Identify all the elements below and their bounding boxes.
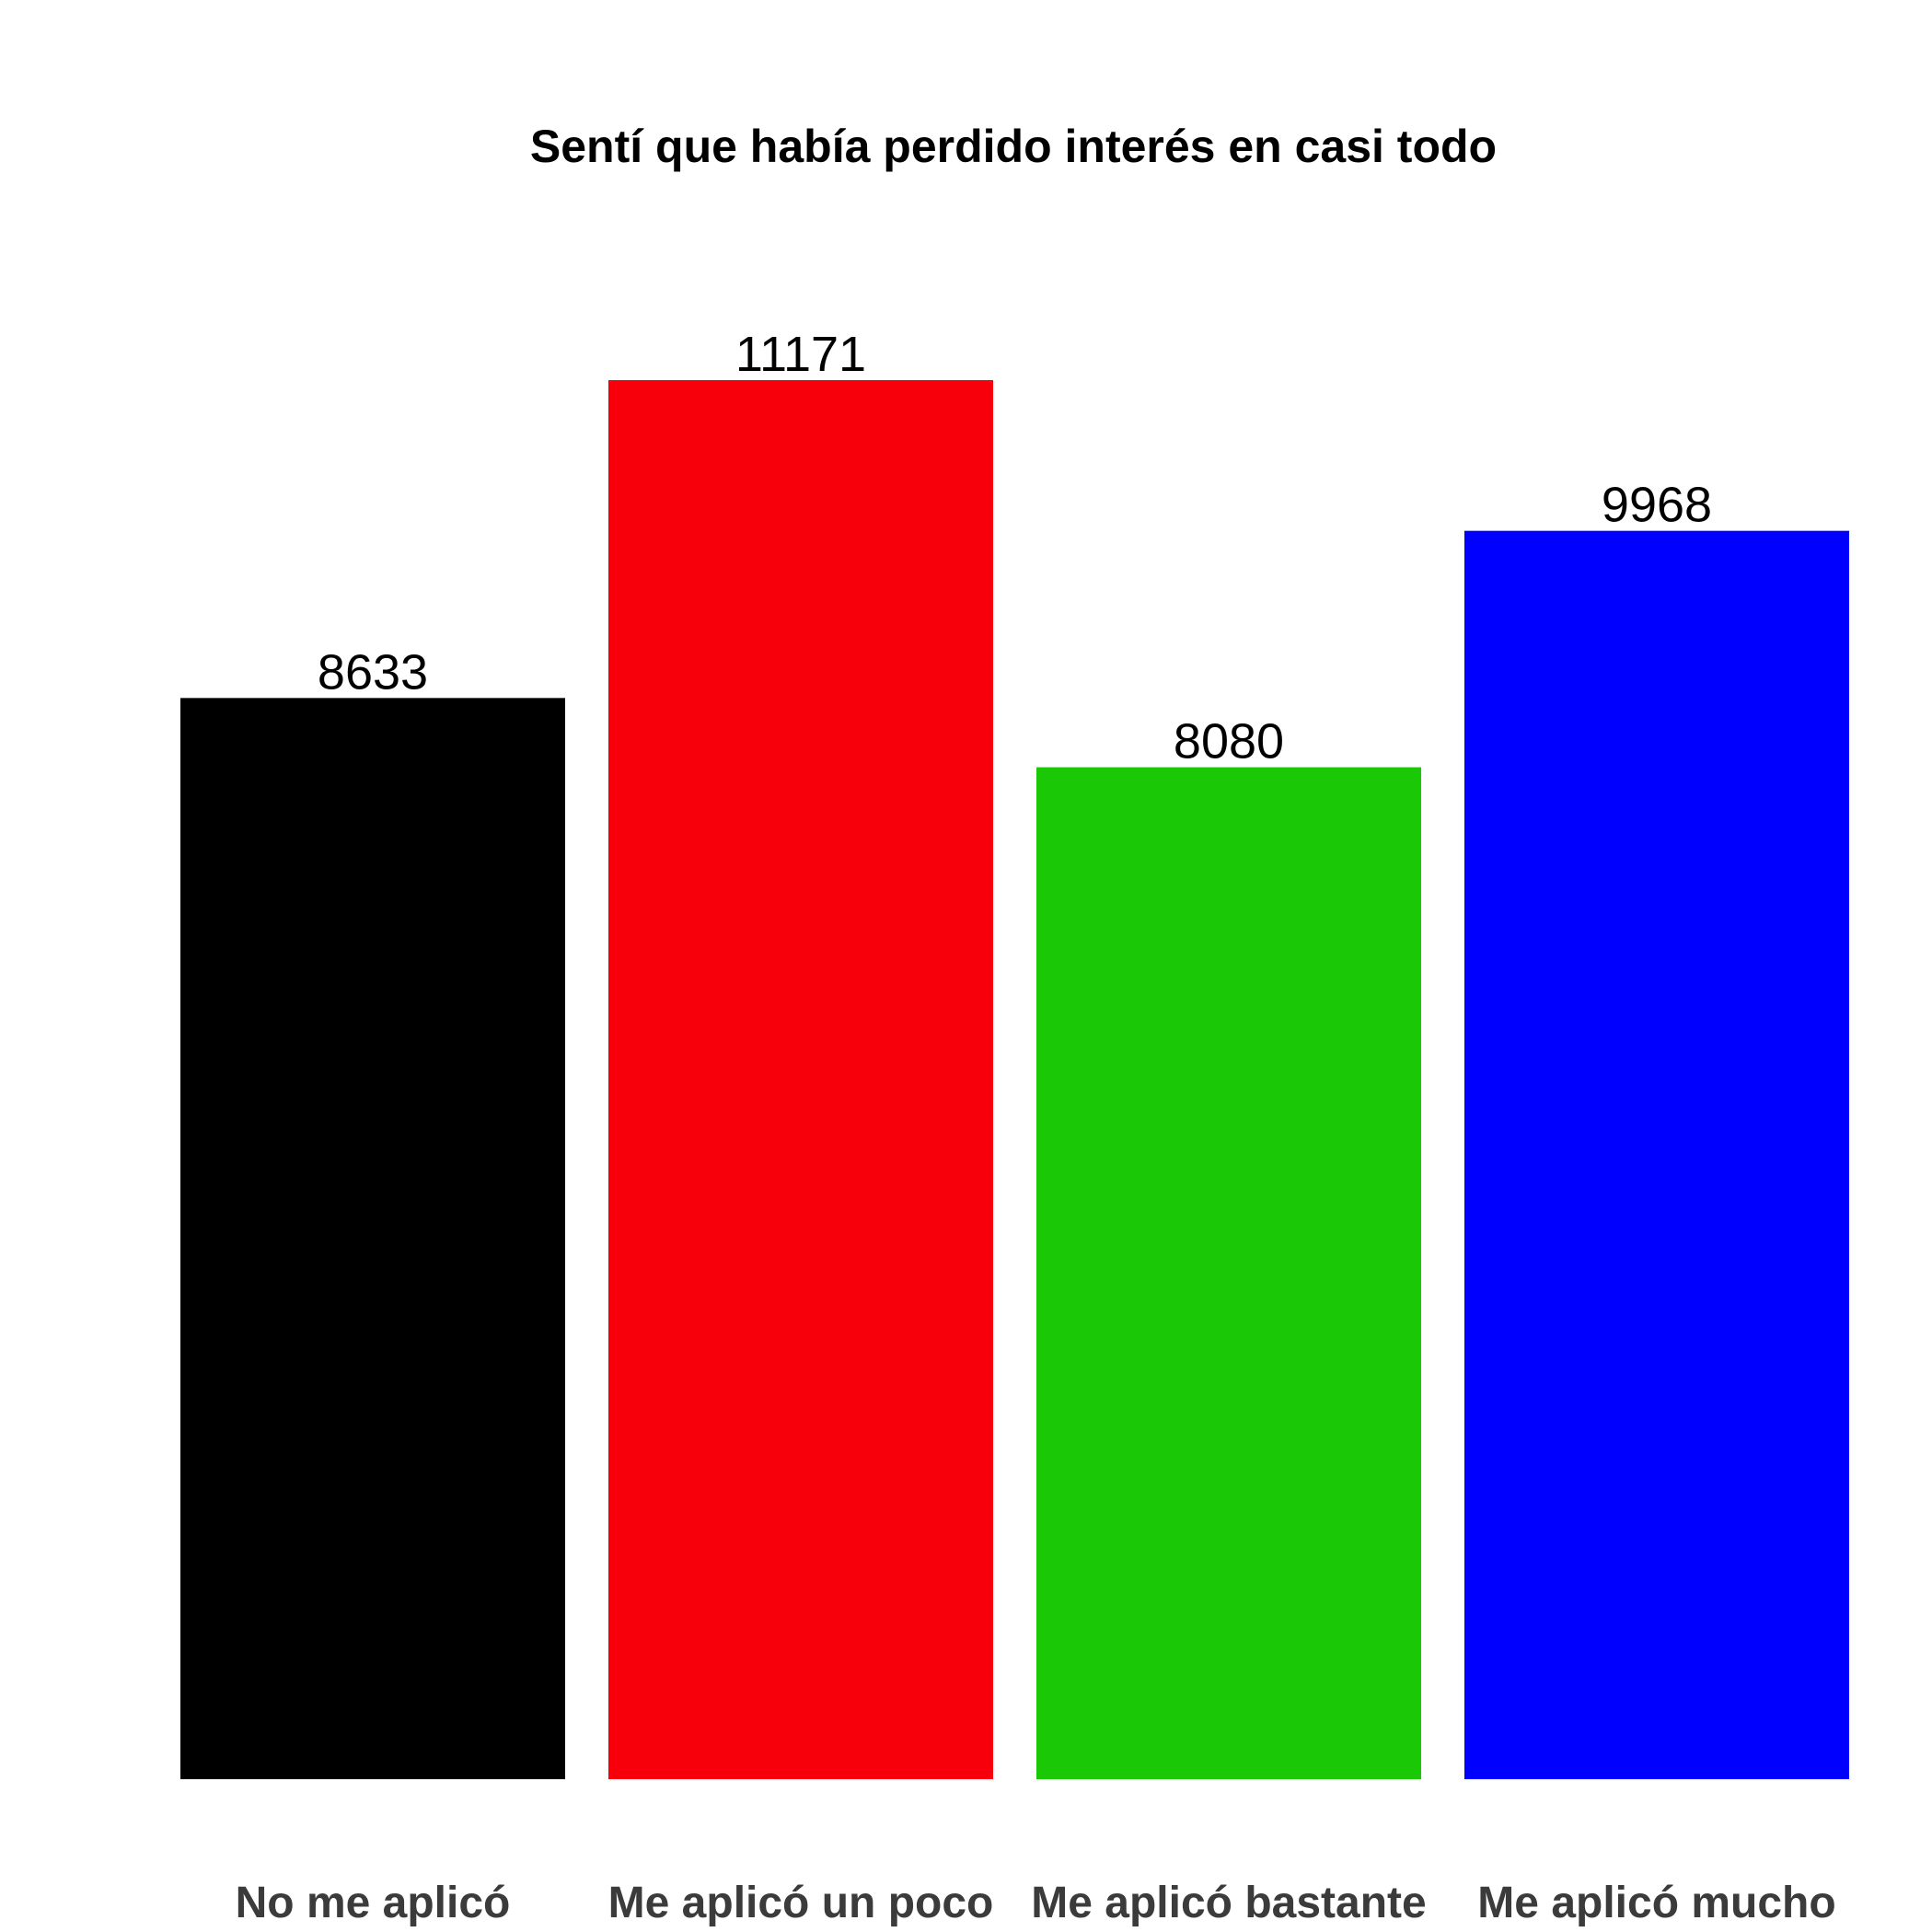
value-label: 8080 [1174,714,1284,769]
category-tick-label: Me aplicó mucho [1477,1879,1835,1927]
chart-title: Sentí que había perdido interés en casi … [530,121,1497,172]
bar-3 [1036,767,1421,1780]
value-labels-layer: 8633 11171 8080 9968 [318,327,1712,769]
category-tick-label: Me aplicó un poco [608,1879,994,1927]
bars-layer [180,380,1849,1780]
category-tick-label: No me aplicó [236,1879,511,1927]
value-label: 9968 [1602,478,1712,533]
value-label: 11171 [735,327,866,382]
category-tick-label: Me aplicó bastante [1031,1879,1426,1927]
bar-2 [608,380,993,1779]
bar-4 [1464,530,1849,1779]
bar-1 [180,698,565,1779]
value-label: 8633 [318,644,428,700]
category-axis: No me aplicó Me aplicó un poco Me aplicó b… [236,1879,1836,1927]
